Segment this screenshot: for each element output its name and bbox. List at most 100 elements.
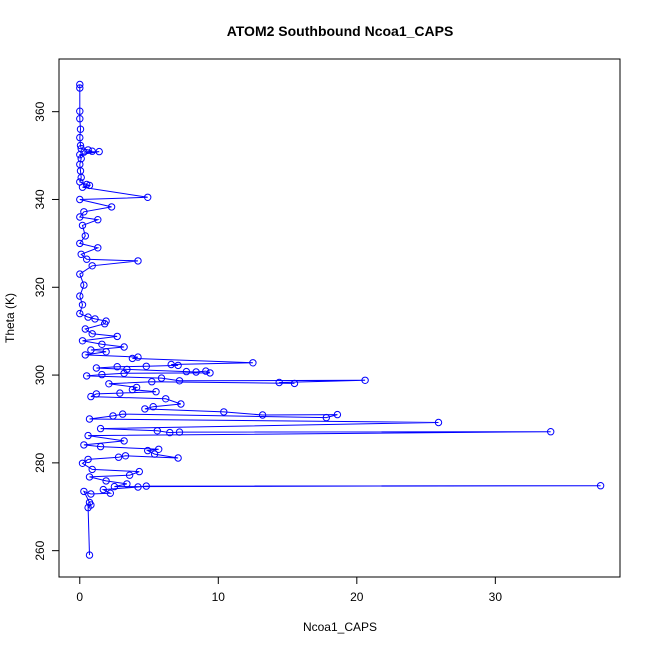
- data-point: [78, 183, 87, 191]
- data-point: [135, 467, 144, 476]
- data-point: [78, 337, 87, 345]
- data-point: [132, 383, 141, 392]
- data-point: [109, 412, 117, 420]
- data-point: [153, 427, 162, 435]
- data-point: [94, 216, 102, 224]
- data-point: [99, 485, 108, 494]
- data-point: [206, 369, 214, 377]
- data-point: [202, 367, 210, 375]
- data-point: [83, 372, 91, 380]
- data-point: [94, 244, 102, 252]
- data-point: [80, 208, 88, 216]
- data-point: [155, 445, 163, 453]
- data-point: [88, 262, 96, 270]
- data-point: [102, 477, 110, 485]
- data-point: [102, 348, 110, 356]
- data-point: [157, 374, 166, 382]
- data-point: [152, 388, 160, 396]
- data-point: [76, 239, 84, 248]
- data-point: [76, 151, 84, 159]
- data-point: [80, 487, 88, 496]
- data-point: [91, 315, 99, 323]
- data-point: [174, 361, 182, 370]
- x-tick-label: 10: [212, 590, 226, 604]
- data-point: [76, 84, 84, 92]
- data-point: [106, 489, 115, 497]
- data-point: [114, 453, 123, 461]
- data-point: [84, 313, 92, 321]
- data-point: [192, 368, 200, 376]
- data-point: [119, 410, 127, 418]
- data-point: [150, 450, 159, 458]
- data-point: [149, 403, 157, 411]
- data-point: [88, 465, 96, 474]
- data-point: [76, 270, 84, 278]
- data-point: [87, 490, 95, 498]
- y-tick-label: 320: [33, 277, 47, 297]
- data-point: [110, 482, 119, 491]
- data-point: [113, 363, 121, 371]
- data-point: [596, 482, 605, 490]
- data-point: [142, 362, 151, 370]
- y-tick-label: 280: [33, 453, 47, 473]
- data-point: [83, 255, 91, 263]
- data-point: [322, 413, 330, 422]
- data-point: [174, 454, 182, 462]
- data-point: [85, 551, 94, 559]
- x-tick-label: 0: [76, 590, 83, 604]
- data-point: [134, 257, 142, 265]
- data-point: [167, 360, 175, 369]
- data-point: [80, 281, 88, 289]
- data-point: [76, 107, 84, 115]
- data-point: [290, 379, 299, 388]
- data-point: [88, 330, 96, 338]
- data-point: [76, 141, 85, 150]
- data-point: [249, 359, 257, 367]
- data-point: [76, 195, 84, 204]
- data-point: [96, 424, 105, 433]
- series-line: [78, 84, 601, 556]
- data-point: [85, 415, 94, 423]
- data-point: [144, 193, 152, 202]
- data-point: [101, 320, 109, 328]
- data-point: [105, 380, 113, 388]
- data-point: [87, 392, 95, 401]
- y-tick-label: 300: [33, 365, 47, 385]
- data-point: [275, 378, 283, 387]
- data-point: [85, 181, 94, 190]
- data-point: [85, 473, 94, 481]
- plot-frame: [58, 58, 621, 578]
- data-point: [84, 455, 92, 464]
- data-point: [88, 147, 96, 155]
- chart-title: ATOM2 Southbound Ncoa1_CAPS: [227, 23, 454, 39]
- data-point: [80, 441, 88, 449]
- data-point: [107, 203, 116, 211]
- data-point: [333, 410, 342, 419]
- data-point: [78, 459, 87, 467]
- data-point: [220, 408, 228, 416]
- data-point: [144, 446, 152, 455]
- data-point: [547, 428, 555, 436]
- data-point: [98, 370, 106, 379]
- data-point: [84, 146, 92, 154]
- data-point: [81, 351, 90, 359]
- data-point: [113, 332, 121, 341]
- data-point: [78, 301, 87, 309]
- data-point: [361, 376, 369, 384]
- y-axis: 260 280 300 320 340 360: [33, 101, 60, 561]
- data-point: [434, 418, 443, 427]
- data-point: [95, 147, 103, 156]
- data-point: [182, 367, 191, 376]
- data-point: [177, 400, 185, 408]
- data-point: [134, 353, 142, 361]
- data-point: [128, 385, 137, 394]
- data-point: [141, 405, 149, 413]
- data-point: [92, 364, 101, 372]
- data-point: [76, 80, 84, 89]
- data-point: [134, 483, 142, 491]
- data-point: [77, 173, 85, 182]
- data-point: [87, 346, 95, 354]
- data-point: [98, 340, 106, 348]
- data-point: [175, 377, 184, 385]
